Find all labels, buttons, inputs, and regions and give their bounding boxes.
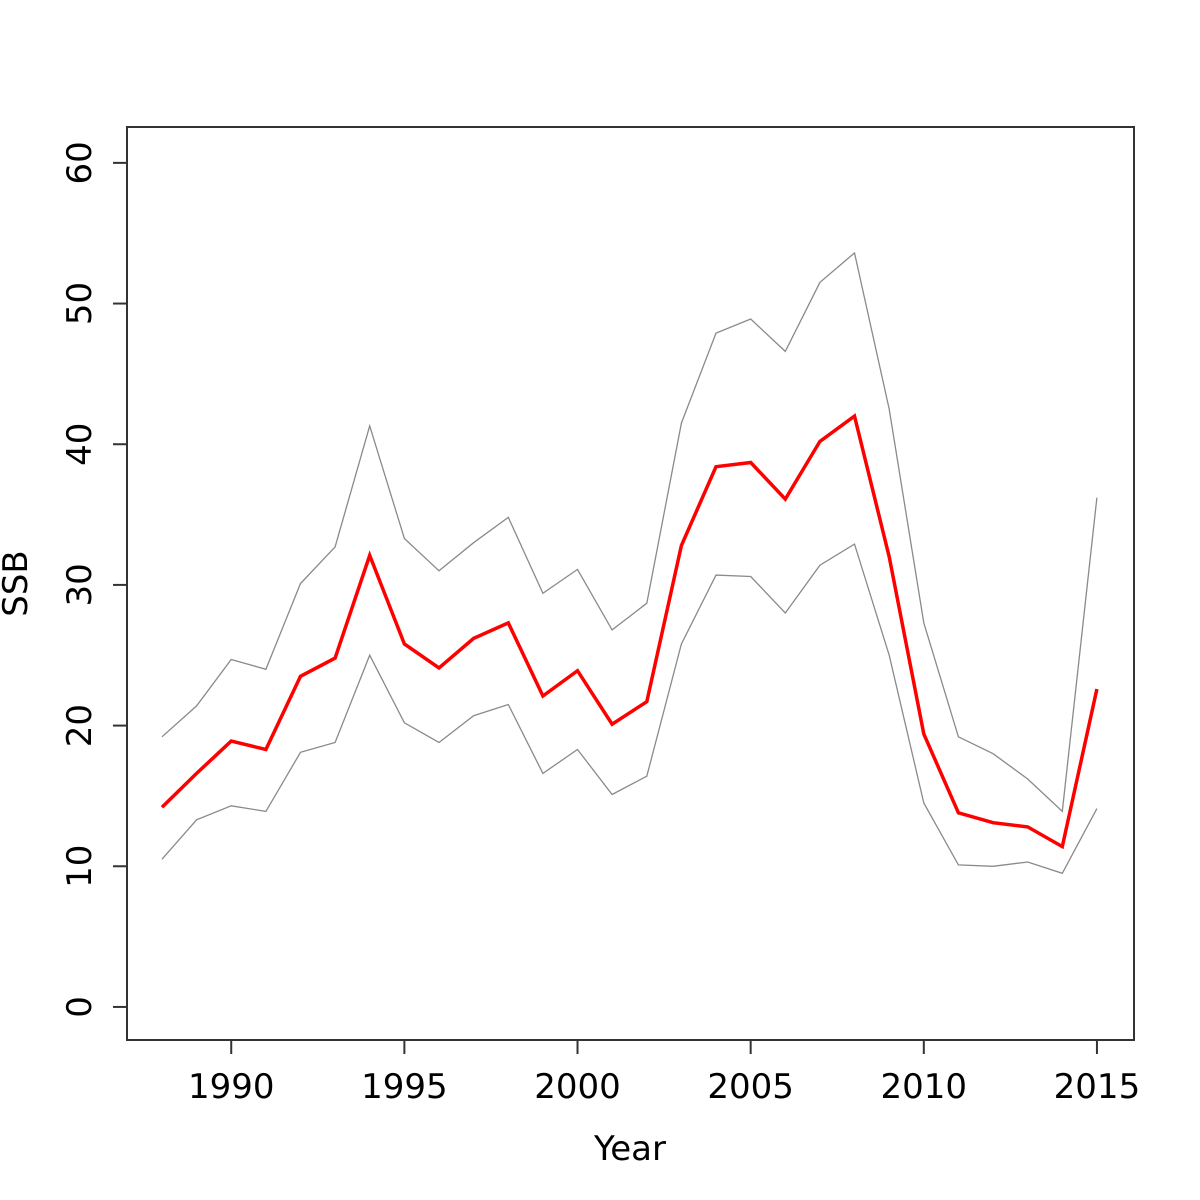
upper-confidence-bound-line: [161, 251, 1098, 813]
y-tick-label: 30: [60, 563, 100, 606]
series-lines: [160, 251, 1099, 875]
lower-confidence-bound-line: [161, 543, 1098, 875]
x-axis-ticks: [230, 1040, 1098, 1054]
y-tick-label: 50: [60, 282, 100, 325]
y-tick-label: 0: [60, 996, 100, 1018]
y-axis-ticks: [113, 161, 127, 1008]
x-tick-label: 1990: [188, 1067, 275, 1107]
y-tick-label: 40: [60, 423, 100, 466]
y-tick-label: 10: [60, 845, 100, 888]
x-tick-label: 2000: [534, 1067, 621, 1107]
x-axis-tick-labels: 1990 1995 2000 2005 2010 2015: [188, 1067, 1140, 1107]
ssb-estimate-line: [160, 413, 1099, 850]
y-axis-tick-labels: 0 10 20 30 40 50 60: [60, 141, 100, 1018]
y-axis-label: SSB: [0, 550, 36, 617]
x-tick-label: 1995: [361, 1067, 448, 1107]
y-tick-label: 20: [60, 704, 100, 747]
x-tick-label: 2015: [1054, 1067, 1141, 1107]
x-tick-label: 2005: [707, 1067, 794, 1107]
y-tick-label: 60: [60, 141, 100, 184]
x-tick-label: 2010: [881, 1067, 968, 1107]
x-axis-label: Year: [593, 1129, 666, 1169]
plot-box: [126, 126, 1135, 1041]
